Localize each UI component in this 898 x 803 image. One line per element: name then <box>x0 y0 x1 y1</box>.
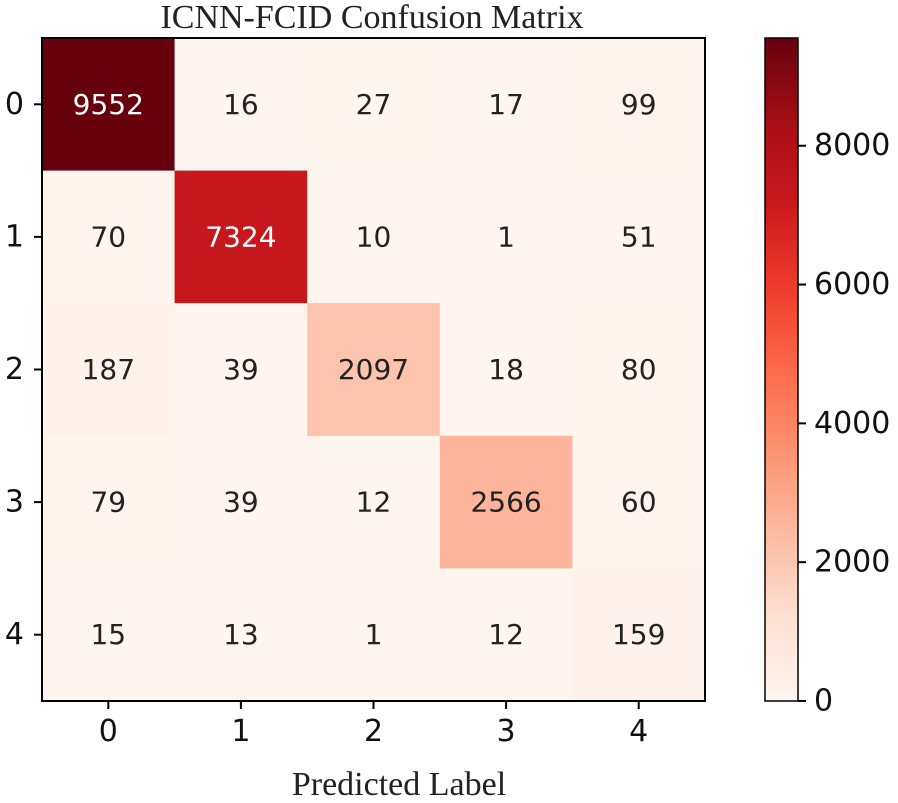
colorbar-ticks: 0 2000 4000 6000 8000 <box>798 128 890 719</box>
colorbar-frame <box>764 37 799 702</box>
cell-value-r4-c4: 159 <box>612 618 665 651</box>
chart-title: ICNN-FCID Confusion Matrix <box>160 0 583 36</box>
heatmap-cell-r0-c2 <box>307 38 441 172</box>
cell-value-r3-c3: 2566 <box>470 486 541 519</box>
heatmap-cell-r1-c0 <box>42 170 176 304</box>
cell-value-r2-c2: 2097 <box>338 353 409 386</box>
x-tick-label: 3 <box>497 714 516 749</box>
cell-value-r2-c0: 187 <box>82 353 135 386</box>
y-tick-label: 4 <box>5 617 24 652</box>
cell-value-r4-c3: 12 <box>488 618 524 651</box>
heatmap-cell-r2-c3 <box>439 303 573 437</box>
cell-value-r3-c0: 79 <box>90 486 126 519</box>
cell-value-r2-c3: 18 <box>488 353 524 386</box>
heatmap-cell-r2-c4 <box>572 303 706 437</box>
colorbar-tick-label: 6000 <box>814 267 890 302</box>
x-axis-label: Predicted Label <box>292 766 506 803</box>
heatmap-cell-r4-c0 <box>42 568 176 702</box>
cell-value-r1-c4: 51 <box>621 220 657 253</box>
y-tick-label: 2 <box>5 352 24 387</box>
heatmap-cell-r1-c2 <box>307 170 441 304</box>
heatmap-cell-r3-c4 <box>572 435 706 569</box>
cell-value-r0-c1: 16 <box>223 88 259 121</box>
heatmap-cell-r0-c4 <box>572 38 706 172</box>
heatmap-cell-r1-c3 <box>439 170 573 304</box>
x-tick-label: 4 <box>629 714 648 749</box>
colorbar-tick-label: 4000 <box>814 406 890 441</box>
y-tick-label: 1 <box>5 219 24 254</box>
heatmap-cell-r0-c1 <box>174 38 308 172</box>
colorbar <box>765 38 798 701</box>
heatmap-cell-r0-c3 <box>439 38 573 172</box>
heatmap-cell-r4-c3 <box>439 568 573 702</box>
cell-value-r0-c3: 17 <box>488 88 524 121</box>
y-tick-label: 0 <box>5 87 24 122</box>
x-tick-label: 1 <box>231 714 250 749</box>
heatmap-cell-r2-c1 <box>174 303 308 437</box>
cell-value-r0-c0: 9552 <box>73 88 144 121</box>
cell-value-r4-c2: 1 <box>365 618 383 651</box>
heatmap-cell-r4-c2 <box>307 568 441 702</box>
cell-value-r4-c1: 13 <box>223 618 259 651</box>
cell-value-r0-c2: 27 <box>356 88 392 121</box>
colorbar-tick-label: 8000 <box>814 128 890 163</box>
heatmap-cell-r3-c3 <box>439 435 573 569</box>
cell-value-r1-c3: 1 <box>497 220 515 253</box>
cell-value-r3-c2: 12 <box>356 486 392 519</box>
cell-value-r3-c1: 39 <box>223 486 259 519</box>
heatmap-cell-r2-c0 <box>42 303 176 437</box>
heatmap-cell-r3-c1 <box>174 435 308 569</box>
cell-value-r0-c4: 99 <box>621 88 657 121</box>
heatmap-cell-r0-c0 <box>42 38 176 172</box>
cell-value-r1-c0: 70 <box>90 220 126 253</box>
x-tick-label: 0 <box>99 714 118 749</box>
y-axis-ticks: 0 1 2 3 4 <box>5 87 42 652</box>
cell-value-r4-c0: 15 <box>90 618 126 651</box>
y-tick-label: 3 <box>5 485 24 520</box>
cell-value-r3-c4: 60 <box>621 486 657 519</box>
cell-value-r2-c1: 39 <box>223 353 259 386</box>
cell-value-r2-c4: 80 <box>621 353 657 386</box>
heatmap-cell-r1-c1 <box>174 170 308 304</box>
heatmap-cell-r1-c4 <box>572 170 706 304</box>
heatmap-cell-r3-c0 <box>42 435 176 569</box>
heatmap-cell-r2-c2 <box>307 303 441 437</box>
x-tick-label: 2 <box>364 714 383 749</box>
x-axis-ticks: 0 1 2 3 4 <box>99 701 648 749</box>
colorbar-tick-label: 0 <box>814 684 833 719</box>
heatmap-cell-r4-c1 <box>174 568 308 702</box>
colorbar-tick-label: 2000 <box>814 545 890 580</box>
heatmap-cell-r3-c2 <box>307 435 441 569</box>
cell-value-r1-c2: 10 <box>356 220 392 253</box>
cell-value-r1-c1: 7324 <box>205 220 276 253</box>
heatmap-cell-r4-c4 <box>572 568 706 702</box>
